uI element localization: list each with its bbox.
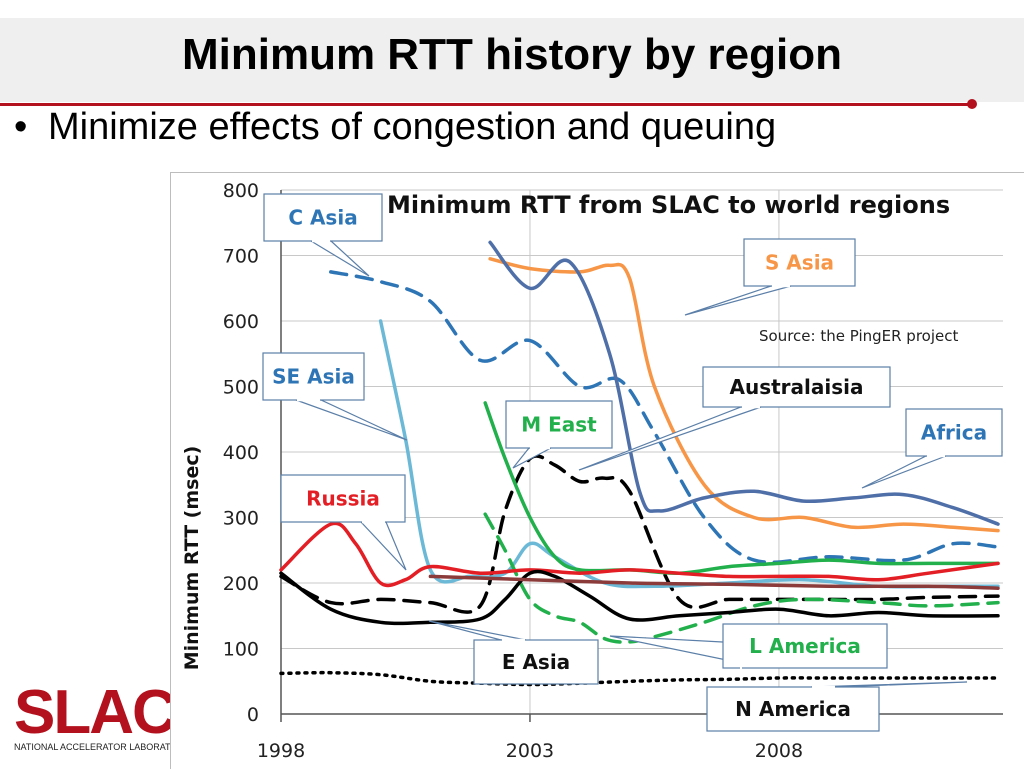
title-rule <box>0 103 972 106</box>
slac-logo: SLAC NATIONAL ACCELERATOR LABORATORY <box>14 678 190 754</box>
callout-se-asia: SE Asia <box>262 352 408 441</box>
callout-e-asia: E Asia <box>428 620 599 685</box>
callout-africa-pointer <box>861 455 947 489</box>
callout-l-america: L America <box>609 623 888 670</box>
bullet-dot-icon: • <box>14 106 28 148</box>
x-tick-label: 2008 <box>755 740 803 762</box>
chart-callouts: C Asia S Asia Australaisia Africa SE Asia M E… <box>262 193 1003 732</box>
callout-africa: Africa <box>861 408 1003 489</box>
callout-m-east-pointer <box>512 447 552 469</box>
callout-e-asia-box <box>473 639 599 685</box>
y-tick-label: 400 <box>223 442 259 464</box>
y-axis-label: Minimum RTT (msec) <box>181 446 203 671</box>
callout-s-asia-box <box>743 238 856 287</box>
callout-s-asia-pointer <box>684 285 792 316</box>
series-unlabeled-10 <box>428 574 1000 590</box>
callout-s-asia: S Asia <box>684 238 856 316</box>
callout-russia: Russia <box>280 474 407 571</box>
series-s-asia <box>488 257 1000 533</box>
callout-n-america-label: N America <box>735 697 851 721</box>
series-se-asia <box>378 319 1000 589</box>
series-c-asia <box>329 270 1000 565</box>
callout-e-asia-pointer <box>428 620 527 641</box>
x-tick-label: 1998 <box>257 740 305 762</box>
y-tick-label: 800 <box>223 180 259 202</box>
series-n-america <box>279 670 1000 687</box>
logo-subtitle: NATIONAL ACCELERATOR LABORATORY <box>14 742 190 752</box>
callout-russia-label: Russia <box>306 487 380 511</box>
bullet-text: Minimize effects of congestion and queui… <box>48 106 777 148</box>
series-australaisia <box>279 454 1000 614</box>
chart-title: Minimum RTT from SLAC to world regions <box>387 191 950 219</box>
callout-australaisia-box <box>702 366 891 408</box>
series-africa <box>488 240 1000 526</box>
y-tick-label: 200 <box>223 573 259 595</box>
callout-m-east: M East <box>505 400 613 469</box>
y-tick-label: 600 <box>223 311 259 333</box>
callout-africa-label: Africa <box>921 421 987 445</box>
callout-n-america: N America <box>706 681 968 732</box>
slide-title: Minimum RTT history by region <box>181 30 843 79</box>
callout-c-asia-pointer <box>308 240 370 277</box>
bullet-item: • Minimize effects of congestion and queu… <box>14 106 776 149</box>
chart-ticks: 0 100 200 300 400 500 600 700 800 1998 2003 2008 <box>223 180 803 762</box>
callout-africa-box <box>905 408 1003 457</box>
logo-text: SLAC <box>14 678 177 747</box>
callout-se-asia-box <box>262 352 365 401</box>
callout-australaisia-label: Australaisia <box>729 375 863 399</box>
chart-source-note: Source: the PingER project <box>759 327 958 345</box>
callout-e-asia-label: E Asia <box>502 650 570 674</box>
callout-m-east-label: M East <box>521 413 597 437</box>
title-rule-dot <box>967 99 977 109</box>
y-tick-label: 500 <box>223 377 259 399</box>
callout-russia-box <box>280 474 406 523</box>
callout-l-america-box <box>722 623 888 669</box>
x-tick-label: 2003 <box>506 740 554 762</box>
callout-c-asia-label: C Asia <box>288 206 357 230</box>
y-tick-label: 300 <box>223 508 259 530</box>
y-tick-label: 700 <box>223 246 259 268</box>
callout-m-east-box <box>505 400 613 449</box>
callout-se-asia-pointer <box>295 399 408 441</box>
callout-n-america-box <box>706 686 880 732</box>
chart-grid <box>280 189 1003 715</box>
series-e-asia <box>279 569 1000 626</box>
y-tick-label: 0 <box>247 704 259 726</box>
callout-l-america-label: L America <box>749 634 861 658</box>
chart-frame: 0 100 200 300 400 500 600 700 800 1998 2003 2008 C … <box>170 172 1024 769</box>
series-russia <box>279 521 1000 588</box>
callout-s-asia-label: S Asia <box>765 251 834 275</box>
title-bar <box>0 18 1024 102</box>
callout-c-asia: C Asia <box>263 193 383 277</box>
callout-c-asia-box <box>263 193 383 242</box>
rtt-chart: 0 100 200 300 400 500 600 700 800 1998 2003 2008 C … <box>181 180 1003 762</box>
callout-se-asia-label: SE Asia <box>272 365 355 389</box>
callout-australaisia: Australaisia <box>578 366 891 471</box>
y-tick-label: 100 <box>223 639 259 661</box>
callout-l-america-pointer <box>609 635 742 664</box>
chart-series <box>279 240 1000 687</box>
